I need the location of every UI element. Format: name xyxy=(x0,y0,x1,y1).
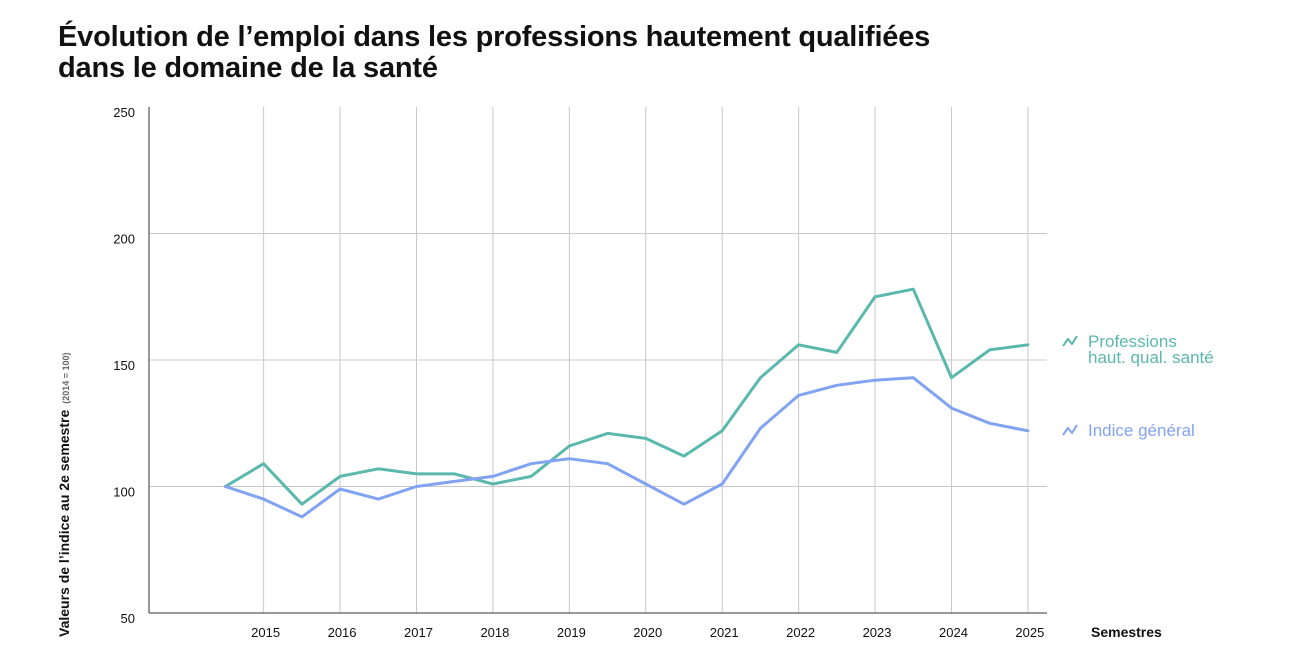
y-axis-title-text: Valeurs de l’indice au 2e semestre xyxy=(56,410,72,637)
x-tick-label: 2018 xyxy=(480,625,509,640)
chart-title-line-2: dans le domaine de la santé xyxy=(58,52,438,84)
legend-swatch-icon xyxy=(1062,335,1078,347)
x-tick-label: 2023 xyxy=(863,625,892,640)
legend-swatch-icon xyxy=(1062,424,1078,436)
x-tick-label: 2024 xyxy=(939,625,968,640)
x-tick-label: 2022 xyxy=(786,625,815,640)
y-axis-title: Valeurs de l’indice au 2e semestre (2014 … xyxy=(56,352,72,637)
chart-title-line-1: Évolution de l’emploi dans les professio… xyxy=(58,21,931,53)
y-tick-label: 50 xyxy=(121,611,135,626)
y-tick-labels: 50 100 150 200 250 xyxy=(113,105,135,626)
series-lines xyxy=(223,287,1030,519)
y-axis-title-note: (2014 = 100) xyxy=(61,352,71,403)
x-tick-label: 2019 xyxy=(557,625,586,640)
x-tick-label: 2015 xyxy=(251,625,280,640)
chart-title: Évolution de l’emploi dans les professio… xyxy=(58,22,1058,84)
x-tick-label: 2016 xyxy=(328,625,357,640)
x-tick-label: 2020 xyxy=(633,625,662,640)
x-axis-title: Semestres xyxy=(1091,624,1162,640)
y-tick-label: 250 xyxy=(113,105,135,120)
axes xyxy=(148,107,1047,614)
x-tick-label: 2025 xyxy=(1015,625,1044,640)
y-tick-label: 100 xyxy=(113,485,135,500)
legend-item-1: Indice général xyxy=(1062,421,1195,440)
x-tick-label: 2021 xyxy=(710,625,739,640)
legend-label: Professions xyxy=(1088,332,1177,351)
legend-label: haut. qual. santé xyxy=(1088,348,1214,367)
series-line-1 xyxy=(223,376,1030,519)
x-tick-label: 2017 xyxy=(404,625,433,640)
x-tick-labels: 2015 2016 2017 2018 2019 2020 2021 2022 2023 2024… xyxy=(251,625,1044,640)
series-line-0 xyxy=(223,287,1030,506)
y-tick-label: 150 xyxy=(113,358,135,373)
y-tick-label: 200 xyxy=(113,232,135,247)
grid xyxy=(149,107,1047,613)
legend-label: Indice général xyxy=(1088,421,1195,440)
